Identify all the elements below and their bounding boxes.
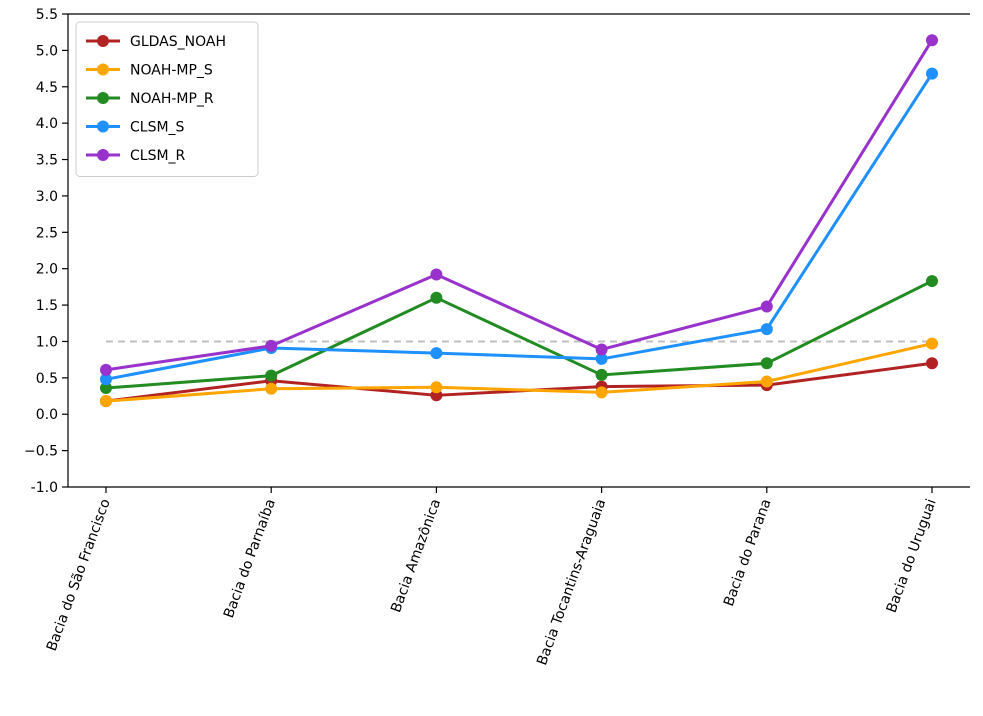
y-tick-label: 4.5 [36, 80, 58, 96]
x-tick-label: Bacia do Parana [721, 497, 775, 609]
data-point [595, 368, 608, 381]
y-tick-label: 1.0 [36, 334, 58, 350]
data-point [100, 363, 112, 376]
data-point [100, 382, 112, 395]
legend-label: CLSM_R [130, 148, 186, 164]
y-tick-label: −0.5 [24, 444, 58, 460]
data-point [595, 386, 608, 399]
data-point [100, 373, 112, 386]
data-point [926, 67, 938, 80]
data-point [760, 300, 773, 313]
series-clsm-r [100, 34, 938, 376]
data-point [430, 291, 443, 304]
data-point [760, 357, 773, 370]
data-point [265, 382, 278, 395]
legend-label: NOAH-MP_S [130, 63, 213, 79]
legend-entry: CLSM_S [86, 120, 185, 136]
legend-entry: NOAH-MP_S [86, 63, 213, 79]
y-tick-label: 1.5 [36, 298, 58, 314]
y-tick-label: 5.0 [36, 43, 58, 59]
legend-marker [97, 92, 109, 104]
y-tick-label: 2.5 [36, 225, 58, 241]
data-point [926, 337, 938, 350]
data-point [926, 357, 938, 370]
x-tick-label: Bacia do São Francisco [44, 497, 114, 653]
data-point [760, 323, 773, 336]
data-point [430, 347, 443, 360]
y-tick-label: 0.5 [36, 371, 58, 387]
legend-marker [97, 63, 109, 76]
legend-entry: GLDAS_NOAH [86, 34, 226, 50]
legend-marker [97, 35, 109, 47]
data-point [926, 34, 938, 47]
legend: GLDAS_NOAH NOAH-MP_S NOAH-MP_R CLSM_S CLSM_R [75, 21, 259, 177]
series-line [104, 342, 934, 403]
series-noah-mp-s [100, 337, 938, 408]
y-tick-label: 5.5 [36, 7, 58, 23]
legend-label: NOAH-MP_R [130, 91, 214, 107]
data-point [926, 275, 938, 288]
y-tick-label: 3.5 [36, 153, 58, 169]
x-tick-label: Bacia do Parnaíba [221, 497, 279, 620]
legend-label: GLDAS_NOAH [130, 34, 226, 50]
y-tick-label: 3.0 [36, 189, 58, 205]
legend-entry: CLSM_R [86, 148, 186, 164]
series-noah-mp-r [100, 275, 938, 395]
series-line [104, 361, 934, 403]
legend-label: CLSM_S [130, 120, 185, 136]
series-line [104, 38, 934, 372]
y-tick-label: -1.0 [31, 480, 58, 496]
x-tick-label: Bacia do Uruguai [884, 497, 940, 615]
series-line [104, 72, 934, 381]
data-point [265, 369, 278, 382]
data-point [595, 352, 608, 365]
series-gldas-noah [100, 357, 938, 408]
x-tick-label: Bacia Tocantins-Araguaia [534, 497, 609, 668]
data-point [265, 339, 278, 352]
series-layer [100, 34, 938, 408]
y-tick-label: 4.0 [36, 116, 58, 132]
data-point [595, 343, 608, 356]
x-tick-label: Bacia Amazônica [388, 497, 444, 615]
y-tick-label: 2.0 [36, 262, 58, 278]
legend-marker [97, 149, 109, 161]
y-tick-label: 0.0 [36, 407, 58, 423]
data-point [760, 375, 773, 388]
legend-box [75, 21, 259, 177]
series-line [104, 279, 934, 390]
data-point [430, 268, 443, 281]
legend-marker [97, 120, 109, 133]
data-point [100, 395, 112, 408]
data-point [430, 381, 443, 394]
legend-entry: NOAH-MP_R [86, 91, 214, 107]
